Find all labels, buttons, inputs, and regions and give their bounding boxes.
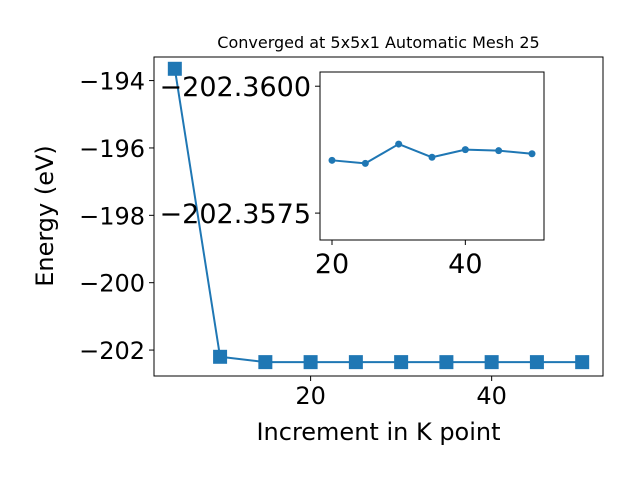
main-y-tick-label: −200 (79, 270, 145, 298)
inset-plot: 20 40 −202.3600 −202.3575 (160, 71, 545, 280)
main-data-point (575, 355, 590, 370)
main-data-point (258, 355, 273, 370)
main-data-point (303, 355, 318, 370)
main-data-point (394, 355, 409, 370)
main-x-tick-label: 40 (476, 382, 507, 410)
inset-data-point (361, 159, 369, 167)
main-data-point (439, 355, 454, 370)
main-y-tick-label: −198 (79, 202, 145, 230)
main-y-tick-label: −194 (79, 68, 145, 96)
inset-data-point (495, 147, 503, 155)
y-axis-label: Energy (eV) (31, 145, 59, 287)
inset-series (328, 140, 536, 167)
inset-data-point (528, 150, 536, 158)
main-y-tick-label: −196 (79, 135, 145, 163)
main-ticks: 20 40 −194 −196 −198 −200 −202 (79, 68, 507, 410)
main-data-point (348, 355, 363, 370)
main-data-point (529, 355, 544, 370)
main-data-point (167, 61, 182, 76)
main-x-tick-label: 20 (295, 382, 326, 410)
main-series-line (173, 68, 583, 364)
main-data-point (213, 349, 228, 364)
inset-x-tick-label: 20 (315, 249, 349, 280)
inset-data-point (395, 140, 403, 148)
main-series (167, 61, 590, 370)
inset-ticks: 20 40 −202.3600 −202.3575 (160, 72, 483, 280)
inset-data-point (328, 156, 336, 164)
inset-y-tick-label: −202.3600 (160, 72, 311, 103)
main-y-tick-label: −202 (79, 337, 145, 365)
inset-y-tick-label: −202.3575 (160, 199, 311, 230)
main-data-point (484, 355, 499, 370)
inset-x-tick-label: 40 (448, 249, 482, 280)
x-axis-label: Increment in K point (256, 418, 500, 446)
inset-data-point (428, 153, 436, 161)
inset-data-point (461, 146, 469, 154)
chart-title: Converged at 5x5x1 Automatic Mesh 25 (217, 33, 539, 52)
